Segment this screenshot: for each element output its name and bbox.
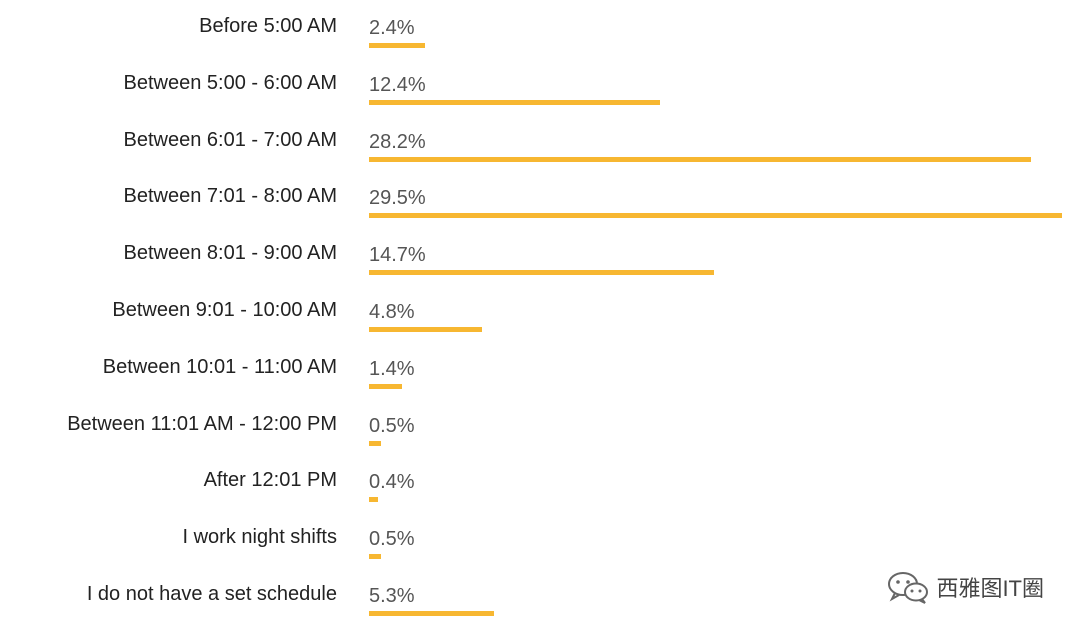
category-label: After 12:01 PM: [203, 469, 337, 492]
bar-row: After 12:01 PM 0.4%: [0, 468, 1080, 525]
bar-row: Between 10:01 - 11:00 AM 1.4%: [0, 355, 1080, 412]
watermark-text: 西雅图IT圈: [936, 576, 1044, 601]
watermark: 西雅图IT圈: [886, 569, 1044, 605]
category-label: Between 11:01 AM - 12:00 PM: [67, 412, 337, 435]
category-label: Between 5:00 - 6:00 AM: [123, 71, 337, 94]
value-label: 5.3%: [369, 585, 415, 607]
value-label: 0.5%: [369, 414, 415, 437]
bar: [369, 156, 1032, 162]
bar-row: Between 5:00 - 6:00 AM 12.4%: [0, 71, 1080, 128]
bar: [369, 497, 379, 503]
category-label: Between 7:01 - 8:00 AM: [123, 185, 337, 208]
value-label: 2.4%: [369, 17, 415, 39]
wechat-icon: [886, 569, 930, 605]
value-label: 0.4%: [369, 471, 415, 494]
bar-row: Between 7:01 - 8:00 AM 29.5%: [0, 184, 1080, 241]
bar-row: I do not have a set schedule 5.3%: [0, 582, 1080, 639]
bar: [369, 43, 426, 48]
bar-row: Before 5:00 AM 2.4%: [0, 14, 1080, 71]
category-label: I do not have a set schedule: [86, 583, 337, 605]
bar-row: Between 11:01 AM - 12:00 PM 0.5%: [0, 412, 1080, 469]
bar: [369, 213, 1062, 219]
category-label: Between 8:01 - 9:00 AM: [123, 242, 337, 265]
value-label: 4.8%: [369, 301, 415, 323]
bar: [369, 270, 715, 276]
bar: [369, 99, 661, 105]
value-label: 0.5%: [369, 528, 415, 551]
bar: [369, 440, 381, 446]
value-label: 12.4%: [369, 73, 426, 96]
bar: [369, 383, 402, 389]
category-label: Before 5:00 AM: [199, 15, 337, 37]
category-label: I work night shifts: [182, 526, 337, 549]
value-label: 1.4%: [369, 357, 415, 380]
category-label: Between 9:01 - 10:00 AM: [112, 299, 337, 321]
bar-row: I work night shifts 0.5%: [0, 525, 1080, 582]
value-label: 14.7%: [369, 244, 426, 267]
bar: [369, 554, 381, 560]
value-label: 28.2%: [369, 130, 426, 153]
bar-row: Between 9:01 - 10:00 AM 4.8%: [0, 298, 1080, 355]
bar: [369, 327, 482, 332]
bar: [369, 611, 494, 616]
bar-row: Between 8:01 - 9:00 AM 14.7%: [0, 241, 1080, 298]
bar-row: Between 6:01 - 7:00 AM 28.2%: [0, 128, 1080, 185]
category-label: Between 10:01 - 11:00 AM: [102, 355, 337, 378]
category-label: Between 6:01 - 7:00 AM: [123, 128, 337, 151]
value-label: 29.5%: [369, 187, 426, 210]
